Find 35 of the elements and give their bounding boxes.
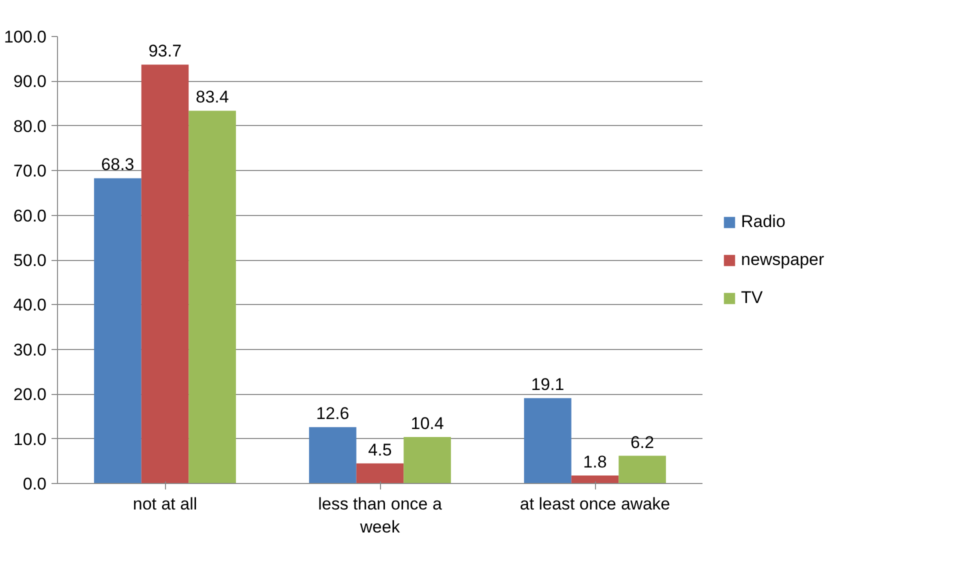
y-tick-label: 60.0: [13, 206, 47, 226]
y-tick-label: 40.0: [13, 296, 47, 315]
y-tick-label: 50.0: [13, 251, 47, 270]
bar: [571, 475, 619, 484]
data-label: 12.6: [316, 404, 350, 424]
y-tick-label: 10.0: [13, 430, 47, 449]
y-tick-label: 100.0: [4, 28, 47, 46]
data-label: 68.3: [101, 155, 134, 174]
x-tick-label: not at all: [132, 494, 198, 514]
bar: [94, 178, 142, 484]
data-label: 10.4: [410, 414, 444, 434]
x-tick-label: at least once awake: [520, 494, 670, 514]
bar: [141, 64, 189, 484]
x-tick-label: less than once a week: [318, 494, 442, 536]
legend-label: newspaper: [741, 250, 824, 270]
y-tick-label: 70.0: [13, 162, 47, 181]
bar: [404, 437, 451, 484]
data-label: 4.5: [368, 440, 392, 460]
data-label: 6.2: [630, 432, 654, 452]
bar: [309, 427, 356, 484]
bar: [188, 110, 236, 484]
data-label: 93.7: [148, 42, 182, 61]
bar: [618, 456, 666, 484]
data-label: 83.4: [196, 88, 229, 107]
bar: [524, 398, 572, 484]
legend-label: TV: [741, 288, 763, 308]
y-tick-label: 80.0: [13, 116, 47, 136]
data-label: 19.1: [531, 375, 564, 394]
y-tick-label: 30.0: [13, 340, 47, 360]
data-label: 1.8: [583, 452, 607, 472]
legend-label: Radio: [741, 212, 786, 232]
y-tick-label: 0.0: [22, 474, 47, 494]
y-tick-label: 90.0: [13, 72, 47, 92]
bar: [356, 463, 404, 484]
y-tick-label: 20.0: [13, 385, 47, 404]
